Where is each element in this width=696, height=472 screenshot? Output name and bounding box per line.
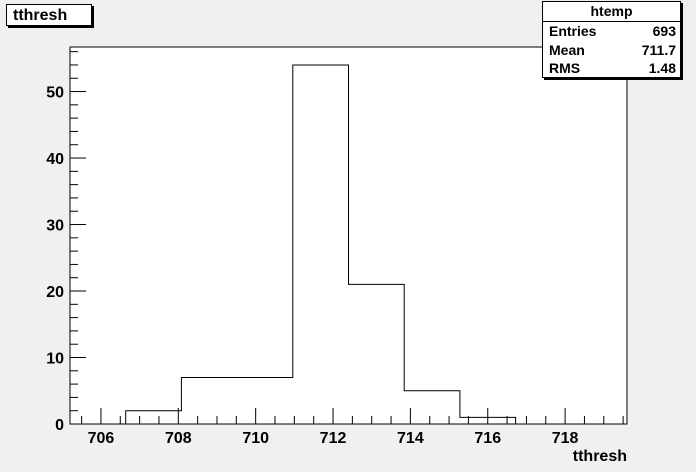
y-tick-label: 0 bbox=[55, 417, 64, 434]
stats-label: Entries bbox=[549, 23, 597, 39]
x-tick-label: 708 bbox=[165, 430, 192, 447]
stats-value: 1.48 bbox=[648, 60, 676, 76]
stats-value: 693 bbox=[652, 23, 676, 39]
y-tick-label: 50 bbox=[46, 85, 64, 102]
stats-row-rms: RMS 1.48 bbox=[543, 59, 680, 78]
stats-value: 711.7 bbox=[641, 41, 676, 58]
y-tick-label: 10 bbox=[46, 351, 64, 368]
x-tick-label: 714 bbox=[397, 430, 424, 447]
stats-box: htemp Entries 693 Mean 711.7 RMS 1.48 bbox=[542, 1, 681, 78]
stats-label: Mean bbox=[549, 41, 585, 58]
x-axis-label: tthresh bbox=[573, 448, 627, 465]
x-tick-label: 706 bbox=[88, 430, 115, 447]
stats-row-entries: Entries 693 bbox=[543, 22, 680, 41]
y-tick-label: 30 bbox=[46, 218, 64, 235]
x-tick-label: 712 bbox=[320, 430, 347, 447]
y-axis: 0 10 20 30 40 50 bbox=[46, 51, 86, 434]
y-tick-label: 40 bbox=[46, 151, 64, 168]
histogram-title: tthresh bbox=[6, 4, 92, 26]
x-tick-label: 716 bbox=[474, 430, 501, 447]
histogram-outline bbox=[125, 64, 517, 424]
stats-name: htemp bbox=[543, 2, 680, 22]
y-tick-label: 20 bbox=[46, 284, 64, 301]
stats-label: RMS bbox=[549, 60, 581, 76]
x-axis: 706 708 710 712 714 716 718 bbox=[81, 408, 624, 447]
x-tick-label: 710 bbox=[242, 430, 269, 447]
stats-row-mean: Mean 711.7 bbox=[543, 41, 680, 60]
x-tick-label: 718 bbox=[552, 430, 579, 447]
